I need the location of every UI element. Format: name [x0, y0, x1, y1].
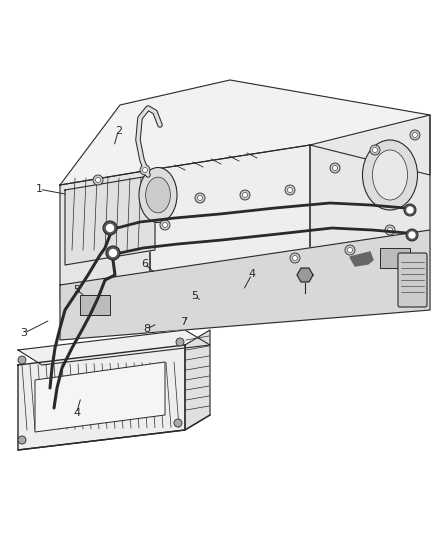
Circle shape — [293, 255, 297, 261]
Polygon shape — [65, 175, 155, 265]
Circle shape — [347, 247, 353, 253]
Polygon shape — [310, 115, 430, 260]
Circle shape — [160, 220, 170, 230]
Polygon shape — [18, 345, 185, 450]
Ellipse shape — [363, 140, 417, 210]
Circle shape — [332, 166, 338, 171]
Bar — [80, 295, 110, 315]
Circle shape — [195, 193, 205, 203]
Circle shape — [103, 221, 117, 235]
Text: 5: 5 — [191, 291, 198, 301]
Text: 6: 6 — [141, 259, 148, 269]
Circle shape — [95, 177, 100, 182]
Polygon shape — [150, 145, 310, 285]
Text: 4: 4 — [248, 270, 255, 279]
Circle shape — [93, 175, 103, 185]
Circle shape — [388, 228, 392, 232]
Circle shape — [243, 192, 247, 198]
Polygon shape — [60, 230, 430, 340]
Circle shape — [413, 133, 417, 138]
Polygon shape — [60, 80, 430, 185]
Circle shape — [404, 204, 416, 216]
Polygon shape — [350, 252, 373, 266]
Circle shape — [18, 356, 26, 364]
Circle shape — [106, 246, 120, 260]
Circle shape — [176, 338, 184, 346]
Ellipse shape — [372, 150, 407, 200]
Circle shape — [287, 188, 293, 192]
Text: 1: 1 — [36, 184, 43, 194]
Polygon shape — [297, 268, 313, 282]
Circle shape — [106, 224, 113, 231]
Circle shape — [162, 222, 167, 228]
Text: 5: 5 — [73, 286, 80, 295]
Circle shape — [407, 207, 413, 213]
Circle shape — [110, 249, 117, 256]
Ellipse shape — [139, 167, 177, 222]
Ellipse shape — [146, 177, 170, 213]
FancyBboxPatch shape — [398, 253, 427, 307]
Circle shape — [345, 245, 355, 255]
Circle shape — [240, 190, 250, 200]
Text: 3: 3 — [21, 328, 28, 338]
Circle shape — [142, 167, 148, 173]
Circle shape — [372, 148, 378, 152]
Circle shape — [385, 225, 395, 235]
Circle shape — [406, 229, 418, 241]
Circle shape — [174, 419, 182, 427]
Bar — [380, 248, 410, 268]
Circle shape — [410, 130, 420, 140]
Circle shape — [290, 253, 300, 263]
Circle shape — [409, 232, 415, 238]
Circle shape — [18, 436, 26, 444]
Text: 8: 8 — [143, 324, 150, 334]
Text: 7: 7 — [180, 318, 187, 327]
Text: 2: 2 — [115, 126, 122, 135]
Polygon shape — [18, 330, 210, 365]
Circle shape — [330, 163, 340, 173]
Polygon shape — [60, 170, 150, 300]
Circle shape — [140, 165, 150, 175]
Polygon shape — [35, 362, 165, 432]
Circle shape — [285, 185, 295, 195]
Circle shape — [370, 145, 380, 155]
Circle shape — [198, 196, 202, 200]
Text: 4: 4 — [73, 408, 80, 418]
Polygon shape — [185, 330, 210, 430]
